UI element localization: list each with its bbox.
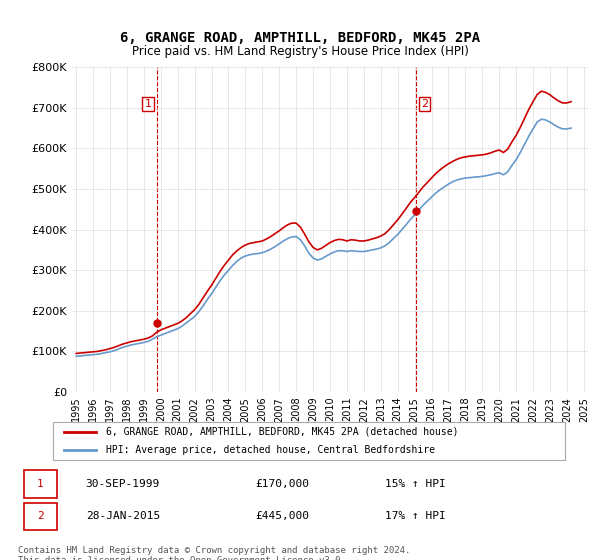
Text: 6, GRANGE ROAD, AMPTHILL, BEDFORD, MK45 2PA (detached house): 6, GRANGE ROAD, AMPTHILL, BEDFORD, MK45 … [106, 427, 458, 437]
FancyBboxPatch shape [23, 470, 58, 498]
Text: Price paid vs. HM Land Registry's House Price Index (HPI): Price paid vs. HM Land Registry's House … [131, 45, 469, 58]
FancyBboxPatch shape [23, 503, 58, 530]
Text: HPI: Average price, detached house, Central Bedfordshire: HPI: Average price, detached house, Cent… [106, 445, 435, 455]
Text: 1: 1 [37, 479, 44, 489]
Text: £445,000: £445,000 [255, 511, 309, 521]
FancyBboxPatch shape [53, 422, 565, 460]
Text: 17% ↑ HPI: 17% ↑ HPI [385, 511, 445, 521]
Text: £170,000: £170,000 [255, 479, 309, 489]
Text: 1: 1 [145, 99, 152, 109]
Text: Contains HM Land Registry data © Crown copyright and database right 2024.
This d: Contains HM Land Registry data © Crown c… [18, 546, 410, 560]
Text: 6, GRANGE ROAD, AMPTHILL, BEDFORD, MK45 2PA: 6, GRANGE ROAD, AMPTHILL, BEDFORD, MK45 … [120, 31, 480, 45]
Text: 28-JAN-2015: 28-JAN-2015 [86, 511, 160, 521]
Text: 2: 2 [37, 511, 44, 521]
Text: 15% ↑ HPI: 15% ↑ HPI [385, 479, 445, 489]
Text: 30-SEP-1999: 30-SEP-1999 [86, 479, 160, 489]
Text: 2: 2 [421, 99, 428, 109]
